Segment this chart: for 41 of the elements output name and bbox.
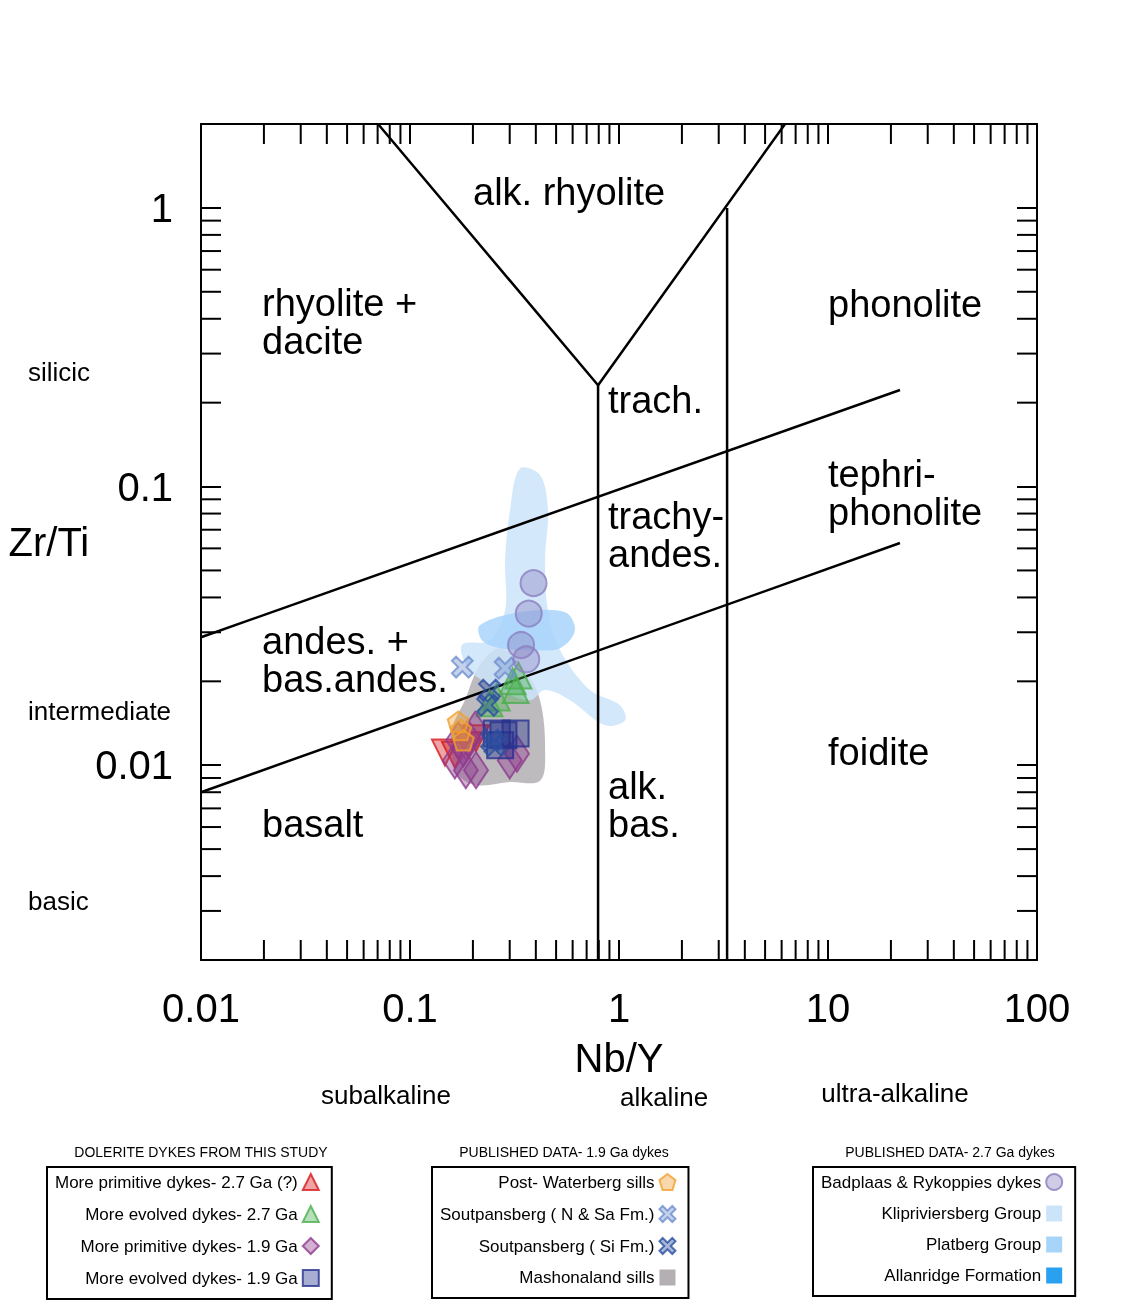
text: ultra-alkaline [821, 1078, 969, 1108]
y-tick-label: 0.1 [117, 464, 173, 509]
x-tick-label: 1 [607, 986, 631, 1030]
annotation: rhyolite + dacite [262, 282, 418, 362]
text: intermediate [28, 696, 172, 726]
y-tick-label: 1 [150, 185, 173, 230]
annotation: basalt [262, 803, 364, 845]
legend-label: Post- Waterberg sills [498, 1172, 655, 1192]
y-axis-title: Zr/Ti [8, 520, 90, 564]
x-tick-label: 0.01 [162, 986, 240, 1030]
x-tick-label: 10 [805, 986, 851, 1030]
text: basic [28, 886, 89, 916]
legend-label: More primitive dykes- 2.7 Ga (?) [54, 1172, 298, 1192]
legend-label: Allanridge Formation [884, 1266, 1042, 1285]
annotation: andes. + bas.andes. [262, 620, 448, 700]
annotation: tephri- phonolite [828, 453, 983, 533]
x-tick-label: 100 [1003, 986, 1071, 1030]
legend-label: Badplaas & Rykoppies dykes [820, 1172, 1042, 1192]
text: silicic [28, 357, 91, 387]
legend-label: Platberg Group [925, 1235, 1042, 1254]
x-axis-title: Nb/Y [574, 1036, 664, 1080]
annotation: trach. [608, 379, 704, 421]
text: PUBLISHED DATA- 2.7 Ga dykes [845, 1144, 1055, 1160]
legend-label: Klipriviersberg Group [881, 1204, 1042, 1223]
y-tick-label: 0.01 [95, 743, 173, 788]
annotation: foidite [828, 731, 930, 773]
text: subalkaline [320, 1080, 452, 1110]
annotation: trachy- andes. [608, 495, 725, 575]
legend-label: Mashonaland sills [519, 1268, 655, 1287]
annotation: phonolite [828, 283, 983, 325]
legend-label: More primitive dykes- 1.9 Ga [80, 1236, 299, 1256]
x-tick-label: 0.1 [382, 986, 438, 1030]
text: alkaline [619, 1082, 709, 1112]
annotation: alk. bas. [608, 765, 680, 845]
annotation: alk. rhyolite [473, 171, 666, 213]
legend-label: Soutpansberg ( Si Fm.) [478, 1236, 655, 1256]
legend-label: Soutpansberg ( N & Sa Fm.) [439, 1204, 655, 1224]
legend-label: More evolved dykes- 2.7 Ga [85, 1204, 299, 1224]
text: DOLERITE DYKES FROM THIS STUDY [74, 1144, 329, 1160]
legend-label: More evolved dykes- 1.9 Ga [85, 1268, 299, 1288]
text: PUBLISHED DATA- 1.9 Ga dykes [459, 1144, 669, 1160]
